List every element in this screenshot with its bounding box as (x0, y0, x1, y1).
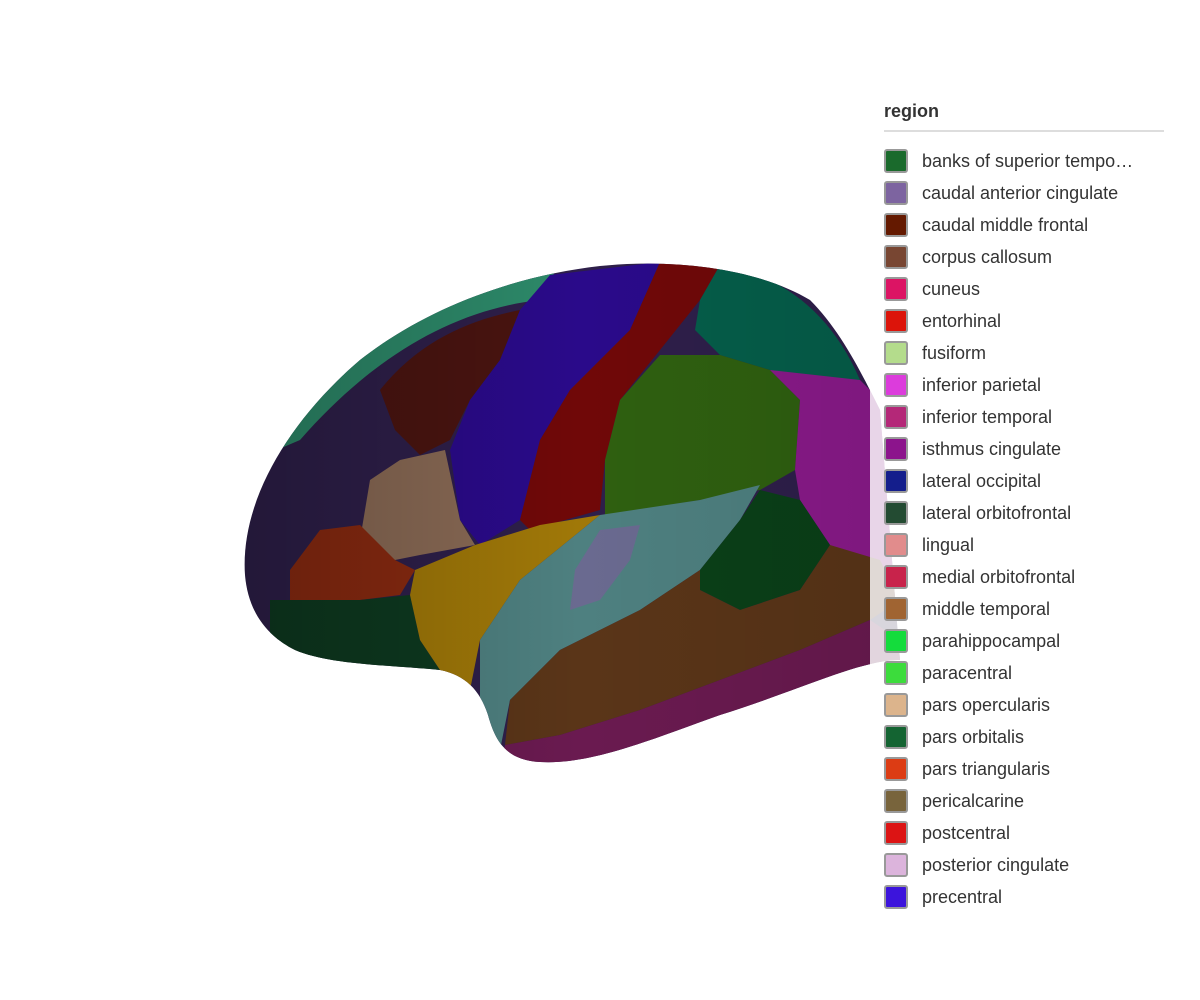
legend-swatch (884, 149, 908, 173)
legend-item[interactable]: posterior cingulate (884, 849, 1170, 881)
legend-swatch (884, 757, 908, 781)
legend-item[interactable]: pars opercularis (884, 689, 1170, 721)
legend-item[interactable]: middle temporal (884, 593, 1170, 625)
legend-label: caudal middle frontal (922, 214, 1089, 235)
legend-swatch (884, 437, 908, 461)
legend-swatch (884, 565, 908, 589)
legend-label: lingual (922, 534, 975, 555)
legend-item[interactable]: cuneus (884, 273, 1170, 305)
surface-shading (244, 263, 900, 763)
legend-label: middle temporal (922, 598, 1051, 619)
legend-item[interactable]: parahippocampal (884, 625, 1170, 657)
legend-swatch (884, 373, 908, 397)
legend-item[interactable]: precentral (884, 881, 1170, 913)
legend-label: postcentral (922, 822, 1011, 843)
legend-item[interactable]: inferior temporal (884, 401, 1170, 433)
legend-item[interactable]: pericalcarine (884, 785, 1170, 817)
legend-swatch (884, 501, 908, 525)
legend-swatch (884, 469, 908, 493)
legend-label: precentral (922, 886, 1003, 907)
legend-item[interactable]: banks of superior tempo… (884, 145, 1170, 177)
legend-label: caudal anterior cingulate (922, 182, 1119, 203)
legend-item[interactable]: fusiform (884, 337, 1170, 369)
legend-item[interactable]: isthmus cingulate (884, 433, 1170, 465)
legend-label: banks of superior tempo… (922, 150, 1134, 171)
legend-item[interactable]: lingual (884, 529, 1170, 561)
legend-label: posterior cingulate (922, 854, 1070, 875)
legend-swatch (884, 533, 908, 557)
legend-item[interactable]: caudal anterior cingulate (884, 177, 1170, 209)
legend-item[interactable]: corpus callosum (884, 241, 1170, 273)
legend-swatch (884, 853, 908, 877)
legend-item[interactable]: entorhinal (884, 305, 1170, 337)
legend-item[interactable]: caudal middle frontal (884, 209, 1170, 241)
legend-label: fusiform (922, 342, 987, 363)
legend-item[interactable]: paracentral (884, 657, 1170, 689)
legend-swatch (884, 181, 908, 205)
legend-label: isthmus cingulate (922, 438, 1062, 459)
legend-item[interactable]: lateral orbitofrontal (884, 497, 1170, 529)
legend-item[interactable]: lateral occipital (884, 465, 1170, 497)
legend-label: pars triangularis (922, 758, 1051, 779)
legend-swatch (884, 341, 908, 365)
legend-item[interactable]: pars orbitalis (884, 721, 1170, 753)
legend-label: pars opercularis (922, 694, 1051, 715)
legend-swatch (884, 213, 908, 237)
legend-swatch (884, 309, 908, 333)
legend-swatch (884, 693, 908, 717)
legend-swatch (884, 789, 908, 813)
legend-label: pars orbitalis (922, 726, 1025, 747)
legend-label: lateral orbitofrontal (922, 502, 1072, 523)
legend-swatch (884, 277, 908, 301)
legend-swatch (884, 885, 908, 909)
legend-item[interactable]: postcentral (884, 817, 1170, 849)
legend-swatch (884, 725, 908, 749)
legend-swatch (884, 661, 908, 685)
legend-list: banks of superior tempo… caudal anterior … (884, 145, 1170, 916)
legend-item[interactable]: inferior parietal (884, 369, 1170, 401)
legend-swatch (884, 405, 908, 429)
legend-item[interactable]: medial orbitofrontal (884, 561, 1170, 593)
legend-label: inferior temporal (922, 406, 1053, 427)
legend-item[interactable]: pars triangularis (884, 753, 1170, 785)
legend-label: inferior parietal (922, 374, 1042, 395)
legend-swatch (884, 629, 908, 653)
legend-title: region (884, 101, 1164, 132)
legend-swatch (884, 821, 908, 845)
legend-label: medial orbitofrontal (922, 566, 1076, 587)
legend-label: entorhinal (922, 310, 1002, 331)
legend-label: corpus callosum (922, 246, 1053, 267)
legend: region banks of superior tempo… caudal an… (870, 96, 1170, 916)
legend-swatch (884, 597, 908, 621)
legend-label: lateral occipital (922, 470, 1042, 491)
legend-swatch (884, 245, 908, 269)
legend-label: parahippocampal (922, 630, 1061, 651)
legend-label: paracentral (922, 662, 1013, 683)
legend-label: cuneus (922, 278, 981, 299)
legend-label: pericalcarine (922, 790, 1025, 811)
legend-item[interactable] (884, 913, 1170, 916)
